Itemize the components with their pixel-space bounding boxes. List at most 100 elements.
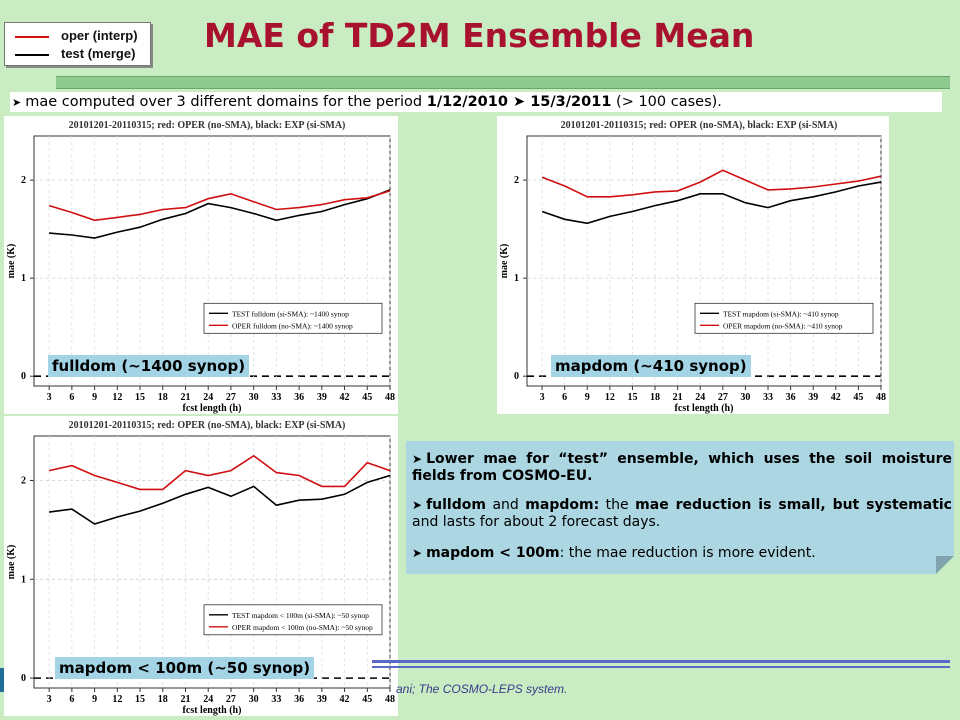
note-2-t3: and lasts for about 2 forecast days. bbox=[412, 514, 661, 530]
note-arrow-icon: ➤ bbox=[412, 546, 423, 560]
note-2-t2: the bbox=[599, 497, 636, 513]
x-tick-label: 48 bbox=[385, 392, 395, 403]
header-divider bbox=[56, 76, 950, 89]
y-tick-label: 0 bbox=[514, 371, 519, 382]
x-tick-label: 15 bbox=[135, 392, 145, 403]
x-tick-label: 21 bbox=[673, 392, 683, 403]
x-tick-label: 27 bbox=[226, 694, 236, 705]
intro-suffix: (> 100 cases). bbox=[611, 94, 722, 110]
x-tick-label: 18 bbox=[158, 392, 168, 403]
note-2: ➤ fulldom and mapdom: the mae reduction i… bbox=[412, 497, 952, 531]
x-tick-label: 45 bbox=[853, 392, 863, 403]
x-tick-label: 6 bbox=[562, 392, 567, 403]
intro-arrow2-icon: ➤ bbox=[507, 94, 531, 110]
x-tick-label: 24 bbox=[203, 392, 213, 403]
chart-legend-label: OPER fulldom (no-SMA): ~1400 synop bbox=[232, 321, 353, 330]
y-tick-label: 2 bbox=[514, 175, 519, 186]
x-tick-label: 24 bbox=[695, 392, 705, 403]
x-tick-label: 33 bbox=[271, 694, 281, 705]
chart-title: 20101201-20110315; red: OPER (no-SMA), b… bbox=[561, 120, 838, 131]
plot-frame bbox=[526, 135, 882, 387]
y-tick-label: 2 bbox=[21, 475, 26, 486]
x-tick-label: 39 bbox=[317, 694, 327, 705]
x-tick-label: 15 bbox=[135, 694, 145, 705]
legend-test-swatch bbox=[15, 54, 49, 56]
x-tick-label: 33 bbox=[763, 392, 773, 403]
x-tick-label: 36 bbox=[294, 392, 304, 403]
x-tick-label: 33 bbox=[271, 392, 281, 403]
y-axis-label: mae (K) bbox=[6, 545, 17, 580]
chart-mapdom: 20101201-20110315; red: OPER (no-SMA), b… bbox=[499, 120, 886, 414]
x-tick-label: 42 bbox=[340, 392, 350, 403]
intro-start: 1/12/2010 bbox=[426, 94, 508, 110]
y-tick-label: 1 bbox=[21, 574, 26, 585]
x-tick-label: 30 bbox=[740, 392, 750, 403]
y-axis-label: mae (K) bbox=[6, 244, 17, 279]
page-fold-corner bbox=[936, 556, 954, 574]
x-tick-label: 27 bbox=[718, 392, 728, 403]
notes-box: ➤ Lower mae for “test” ensemble, which us… bbox=[406, 441, 954, 574]
x-tick-label: 42 bbox=[340, 694, 350, 705]
y-axis-label: mae (K) bbox=[499, 244, 510, 279]
chart-title: 20101201-20110315; red: OPER (no-SMA), b… bbox=[69, 420, 346, 431]
x-tick-label: 48 bbox=[876, 392, 886, 403]
x-tick-label: 36 bbox=[786, 392, 796, 403]
chart-fulldom: 20101201-20110315; red: OPER (no-SMA), b… bbox=[6, 120, 395, 414]
x-tick-label: 6 bbox=[69, 694, 74, 705]
intro-arrow-icon: ➤ bbox=[12, 96, 22, 109]
footer-left-bar bbox=[0, 668, 4, 692]
x-tick-label: 30 bbox=[249, 694, 259, 705]
note-1: ➤ Lower mae for “test” ensemble, which us… bbox=[412, 451, 952, 485]
footer-rule-bottom bbox=[372, 666, 950, 668]
x-tick-label: 21 bbox=[180, 392, 190, 403]
x-tick-label: 42 bbox=[831, 392, 841, 403]
x-tick-label: 27 bbox=[226, 392, 236, 403]
y-tick-label: 0 bbox=[21, 371, 26, 382]
x-tick-label: 12 bbox=[112, 392, 122, 403]
legend-oper-label: oper (interp) bbox=[61, 28, 138, 43]
panel-label-mapdom-100m: mapdom < 100m (~50 synop) bbox=[55, 657, 315, 679]
x-tick-label: 45 bbox=[362, 694, 372, 705]
footer-rule-top bbox=[372, 660, 950, 663]
note-2-b3: mae reduction is small, but systematic bbox=[635, 497, 952, 513]
y-tick-label: 1 bbox=[21, 273, 26, 284]
note-3-t1: : the mae reduction is more evident. bbox=[559, 545, 816, 561]
x-tick-label: 45 bbox=[362, 392, 372, 403]
chart-legend-label: TEST mapdom (si-SMA): ~410 synop bbox=[723, 309, 839, 318]
x-tick-label: 18 bbox=[650, 392, 660, 403]
legend-box: oper (interp) test (merge) bbox=[4, 22, 151, 66]
x-tick-label: 48 bbox=[385, 694, 395, 705]
footer-text: ani; The COSMO-LEPS system. bbox=[396, 682, 568, 696]
note-3: ➤ mapdom < 100m: the mae reduction is mor… bbox=[412, 545, 952, 562]
intro-end: 15/3/2011 bbox=[530, 94, 612, 110]
legend-oper-swatch bbox=[15, 36, 49, 38]
x-tick-label: 21 bbox=[180, 694, 190, 705]
y-tick-label: 2 bbox=[21, 175, 26, 186]
plot-frame bbox=[33, 135, 391, 387]
panel-label-fulldom: fulldom (~1400 synop) bbox=[48, 355, 250, 377]
page-title: MAE of TD2M Ensemble Mean bbox=[204, 16, 755, 55]
chart-mapdom-100m: 20101201-20110315; red: OPER (no-SMA), b… bbox=[6, 420, 395, 716]
x-tick-label: 39 bbox=[317, 392, 327, 403]
chart-legend-label: TEST mapdom < 100m (si-SMA): ~50 synop bbox=[232, 611, 369, 620]
chart-legend-box bbox=[694, 302, 874, 334]
chart-legend-box bbox=[203, 604, 383, 636]
series-line-test bbox=[49, 189, 391, 239]
chart-legend-label: OPER mapdom < 100m (no-SMA): ~50 synop bbox=[232, 623, 373, 632]
series-line-oper bbox=[48, 454, 391, 491]
x-tick-label: 30 bbox=[249, 392, 259, 403]
note-2-b2: mapdom: bbox=[525, 497, 600, 513]
note-2-t1: and bbox=[485, 497, 526, 513]
x-tick-label: 9 bbox=[585, 392, 590, 403]
panel-label-mapdom: mapdom (~410 synop) bbox=[551, 355, 751, 377]
x-tick-label: 3 bbox=[47, 392, 52, 403]
y-tick-label: 0 bbox=[21, 673, 26, 684]
series-line-test bbox=[541, 181, 882, 225]
x-tick-label: 6 bbox=[69, 392, 74, 403]
plot-frame bbox=[33, 435, 391, 689]
chart-legend-box bbox=[203, 302, 383, 334]
note-arrow-icon: ➤ bbox=[412, 498, 423, 512]
x-tick-label: 12 bbox=[605, 392, 615, 403]
x-axis-label: fcst length (h) bbox=[183, 403, 242, 414]
x-tick-label: 9 bbox=[92, 694, 97, 705]
